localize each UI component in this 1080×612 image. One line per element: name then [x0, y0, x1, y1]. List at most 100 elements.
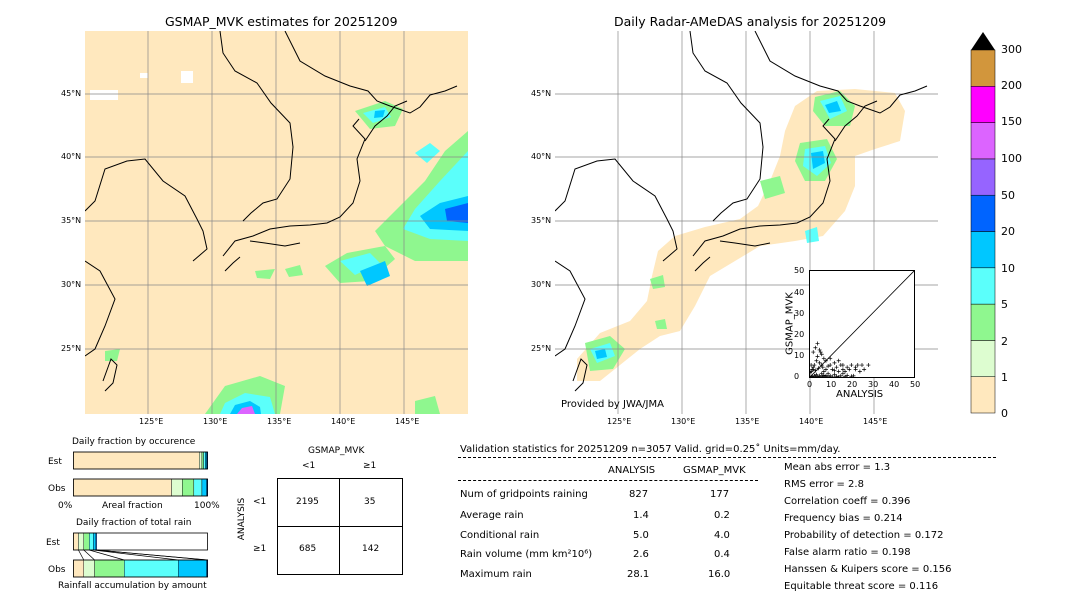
fraction-bar-segment — [73, 559, 85, 578]
map1-title: GSMAP_MVK estimates for 20251209 — [165, 14, 398, 29]
map2-lat-tick: 30°N — [531, 280, 552, 289]
map1-lat-tick: 40°N — [61, 152, 82, 161]
map1-rain-patch — [237, 406, 255, 414]
scatter-point — [836, 358, 841, 363]
scatter-xtick: 10 — [826, 380, 837, 389]
score-line: Equitable threat score = 0.116 — [784, 581, 939, 592]
scatter-point — [828, 363, 833, 368]
scatter-point — [853, 367, 858, 372]
colorbar-segment — [970, 376, 996, 414]
scatter-point — [811, 350, 816, 355]
contingency-col-ge1: ≥1 — [363, 461, 377, 471]
scatter-point — [843, 374, 848, 378]
colorbar-segment — [970, 86, 996, 123]
scatter-point — [862, 367, 867, 372]
scatter-point — [821, 369, 826, 374]
map1-lon-tick: 145°E — [395, 417, 420, 426]
validation-row-label: Conditional rain — [460, 530, 540, 541]
map1-lon-tick: 130°E — [203, 417, 228, 426]
colorbar-tick: 50 — [1001, 189, 1015, 202]
colorbar-tick: 20 — [1001, 225, 1015, 238]
map1-nodata-patch — [181, 71, 193, 83]
fraction-bar-segment — [78, 532, 85, 551]
colorbar-tick: 100 — [1001, 152, 1022, 165]
scatter-point — [836, 369, 841, 374]
validation-row-gsmap: 177 — [710, 489, 730, 500]
map1-rain-patch — [445, 203, 468, 223]
map1-gridlines — [85, 31, 468, 414]
validation-row-label: Num of gridpoints raining — [460, 489, 588, 500]
scatter-point — [818, 375, 823, 378]
scatter-point — [809, 363, 814, 368]
scatter-xtick: 40 — [889, 380, 900, 389]
map1-rain-patch — [255, 269, 275, 279]
map2-lon-tick: 125°E — [607, 417, 632, 426]
map1-rain-patch — [374, 110, 385, 118]
fraction-bar-segment — [178, 559, 207, 578]
scatter-point — [832, 360, 837, 365]
fraction-bar-frame — [73, 559, 208, 578]
colorbar-tick: 10 — [1001, 262, 1015, 275]
map2-rain-patch — [805, 227, 819, 243]
validation-row-gsmap: 0.4 — [714, 549, 730, 560]
fraction-connector — [89, 549, 125, 561]
scatter-point — [847, 367, 852, 372]
contingency-hline — [278, 526, 402, 527]
scatter-point — [834, 374, 839, 378]
contingency-cell: 685 — [299, 544, 317, 554]
occurrence-title: Daily fraction by occurence — [72, 437, 196, 447]
colorbar-segment — [970, 231, 996, 269]
map2-lon-tick: 135°E — [735, 417, 760, 426]
map2-lat-tick: 45°N — [531, 89, 552, 98]
map1-lat-tick: 25°N — [61, 344, 82, 353]
fraction-connector — [93, 549, 179, 561]
occurrence-xtick-0: 0% — [58, 501, 73, 511]
scatter-xtick: 50 — [910, 380, 921, 389]
contingency-row-lt1: <1 — [253, 497, 267, 507]
scatter-point — [816, 366, 821, 371]
scatter-point — [838, 373, 843, 378]
occurrence-label-obs: Obs — [48, 484, 66, 494]
score-line: Hanssen & Kuipers score = 0.156 — [784, 564, 952, 575]
map2-rain-patch — [760, 176, 785, 199]
map2-coastlines — [555, 31, 928, 392]
score-line: Probability of detection = 0.172 — [784, 530, 944, 541]
scatter-point — [811, 367, 816, 372]
scatter-point — [818, 350, 823, 355]
scatter-point — [849, 363, 854, 368]
validation-row-analysis: 28.1 — [627, 569, 650, 580]
scatter-point — [815, 354, 820, 359]
map2-rain-patch — [825, 101, 841, 113]
validation-row-gsmap: 4.0 — [714, 530, 730, 541]
score-line: RMS error = 2.8 — [784, 479, 864, 490]
map2-rain-patch — [811, 151, 825, 169]
scatter-point — [849, 374, 854, 378]
map1-lon-tick: 135°E — [267, 417, 292, 426]
map1-rain-patch — [415, 143, 440, 163]
validation-row-label: Rain volume (mm km²10⁶) — [460, 549, 593, 560]
colorbar-extend-arrow — [971, 32, 995, 50]
scatter-point — [857, 369, 862, 374]
map1-rain-patch — [420, 196, 468, 231]
map1-lat-tick: 35°N — [61, 216, 82, 225]
validation-row-analysis: 1.4 — [633, 510, 649, 521]
contingency-cell: 35 — [364, 497, 376, 507]
colorbar-segment — [970, 194, 996, 232]
validation-title: Validation statistics for 20251209 n=305… — [460, 444, 841, 455]
occurrence-chart — [73, 450, 208, 498]
scatter-point — [843, 369, 848, 374]
score-line: False alarm ratio = 0.198 — [784, 547, 911, 558]
scatter-xtick: 30 — [868, 380, 879, 389]
scatter-ytick: 20 — [794, 330, 805, 339]
map1-nodata-patch — [140, 73, 148, 78]
validation-row-gsmap: 16.0 — [708, 569, 731, 580]
fraction-bar-segment — [193, 478, 203, 497]
scatter-point — [817, 360, 822, 365]
score-line: Mean abs error = 1.3 — [784, 462, 891, 473]
colorbar-segment — [970, 49, 996, 87]
colorbar-tick: 0 — [1001, 407, 1008, 420]
validation-row-label: Maximum rain — [460, 569, 532, 580]
contingency-col-lt1: <1 — [302, 461, 316, 471]
colorbar-tick: 1 — [1001, 371, 1008, 384]
scatter-ytick: 30 — [794, 309, 805, 318]
